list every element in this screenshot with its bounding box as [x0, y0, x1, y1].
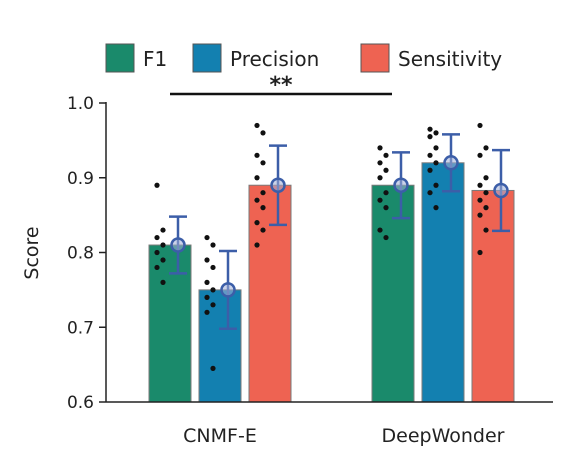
data-point — [427, 126, 433, 132]
bar-sensitivity-deepwonder — [471, 189, 515, 403]
y-tick-label: 0.7 — [67, 318, 94, 338]
data-point — [254, 122, 260, 129]
data-point — [154, 182, 160, 188]
data-point — [433, 182, 439, 188]
data-point — [254, 220, 260, 226]
data-point — [427, 167, 433, 173]
data-point — [477, 122, 483, 129]
category-label-cnmf-e: CNMF-E — [183, 425, 257, 447]
data-point — [260, 190, 266, 196]
data-point — [260, 130, 266, 136]
data-point — [433, 160, 439, 166]
legend-label-f1: F1 — [143, 47, 167, 71]
data-point — [383, 205, 389, 211]
mean-marker — [170, 237, 186, 253]
data-point — [160, 257, 166, 263]
data-point — [483, 145, 489, 151]
data-point — [427, 152, 433, 158]
significance-label: ** — [269, 73, 293, 98]
data-point — [204, 257, 210, 263]
y-tick-label: 1.0 — [67, 94, 94, 114]
legend-swatch-precision — [192, 43, 222, 73]
data-point — [254, 242, 260, 248]
bar-precision-cnmf-e — [198, 289, 242, 403]
legend: F1 Precision Sensitivity — [105, 43, 502, 73]
data-point — [377, 175, 383, 181]
data-point — [160, 227, 166, 233]
data-point — [204, 309, 210, 315]
data-point — [254, 152, 260, 158]
data-point — [383, 190, 389, 196]
data-point — [160, 279, 166, 285]
data-point — [260, 227, 266, 233]
data-point — [477, 197, 483, 203]
significance-bracket: ** — [170, 73, 392, 98]
data-point — [210, 365, 216, 371]
data-point — [210, 287, 216, 293]
data-point — [204, 294, 210, 300]
data-point — [254, 175, 260, 181]
data-points — [154, 122, 489, 371]
data-point — [204, 234, 210, 241]
legend-swatch-f1 — [105, 43, 135, 73]
data-point — [154, 234, 160, 241]
y-axis: 0.6 0.7 0.8 0.9 1.0 — [67, 94, 107, 413]
error-bars — [169, 133, 510, 330]
mean-marker — [270, 177, 286, 193]
y-tick-label: 0.9 — [67, 169, 94, 189]
mean-marker — [220, 282, 236, 298]
data-point — [433, 205, 439, 211]
mean-marker — [393, 177, 409, 193]
data-point — [383, 152, 389, 158]
data-point — [383, 167, 389, 173]
data-point — [154, 249, 160, 256]
data-point — [377, 160, 383, 166]
data-point — [377, 227, 383, 233]
bar-sensitivity-cnmf-e — [248, 184, 292, 403]
data-point — [377, 145, 383, 151]
data-point — [477, 212, 483, 218]
data-point — [160, 242, 166, 248]
data-point — [383, 234, 389, 241]
bars — [148, 162, 515, 403]
data-point — [483, 205, 489, 211]
bar-f1-deepwonder — [371, 184, 415, 403]
data-point — [427, 190, 433, 196]
data-point — [210, 242, 216, 248]
legend-label-precision: Precision — [230, 47, 319, 71]
data-point — [483, 190, 489, 196]
data-point — [210, 302, 216, 308]
data-point — [260, 205, 266, 211]
data-point — [477, 182, 483, 188]
y-tick-label: 0.8 — [67, 244, 94, 264]
y-axis-label: Score — [21, 226, 43, 279]
category-label-deepwonder: DeepWonder — [382, 425, 505, 447]
data-point — [483, 227, 489, 233]
data-point — [483, 175, 489, 181]
bar-precision-deepwonder — [421, 162, 465, 403]
data-point — [433, 145, 439, 151]
mean-marker — [443, 155, 459, 171]
data-point — [210, 264, 216, 271]
data-point — [154, 264, 160, 271]
y-tick-label: 0.6 — [67, 393, 94, 413]
data-point — [433, 130, 439, 136]
data-point — [427, 134, 433, 140]
data-point — [477, 152, 483, 158]
legend-swatch-sensitivity — [360, 43, 390, 73]
data-point — [260, 160, 266, 166]
data-point — [254, 197, 260, 203]
data-point — [204, 279, 210, 285]
data-point — [477, 249, 483, 256]
mean-marker — [493, 182, 509, 199]
legend-label-sensitivity: Sensitivity — [398, 47, 502, 71]
data-point — [377, 197, 383, 203]
